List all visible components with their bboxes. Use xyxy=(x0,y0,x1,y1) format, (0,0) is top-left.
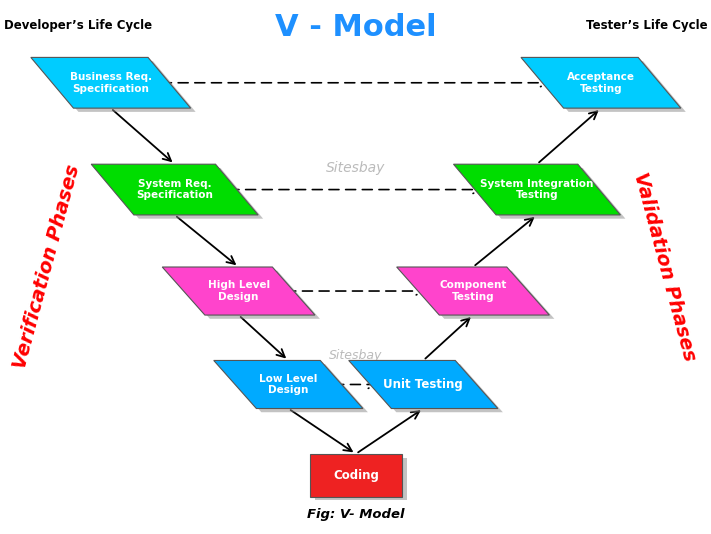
Text: Fig: V- Model: Fig: V- Model xyxy=(307,508,405,521)
Text: Business Req.
Specification: Business Req. Specification xyxy=(70,72,152,93)
Polygon shape xyxy=(96,168,263,219)
Polygon shape xyxy=(310,454,402,497)
Text: Validation Phases: Validation Phases xyxy=(631,170,699,364)
Text: System Integration
Testing: System Integration Testing xyxy=(480,179,594,200)
Polygon shape xyxy=(214,360,363,409)
Text: V - Model: V - Model xyxy=(275,13,437,42)
Text: Sitesbay: Sitesbay xyxy=(326,161,385,175)
Text: High Level
Design: High Level Design xyxy=(208,280,269,302)
Text: Sitesbay: Sitesbay xyxy=(329,349,383,362)
Text: Developer’s Life Cycle: Developer’s Life Cycle xyxy=(4,19,152,32)
Polygon shape xyxy=(91,164,258,215)
Text: Acceptance
Testing: Acceptance Testing xyxy=(567,72,635,93)
Text: Unit Testing: Unit Testing xyxy=(383,378,463,391)
Polygon shape xyxy=(31,58,191,108)
Polygon shape xyxy=(219,364,368,412)
Polygon shape xyxy=(162,267,315,315)
Text: Coding: Coding xyxy=(333,469,379,482)
Polygon shape xyxy=(36,61,196,112)
Text: Tester’s Life Cycle: Tester’s Life Cycle xyxy=(586,19,707,32)
Polygon shape xyxy=(402,271,555,319)
Text: Component
Testing: Component Testing xyxy=(439,280,507,302)
Polygon shape xyxy=(348,360,498,409)
Text: System Req.
Specification: System Req. Specification xyxy=(137,179,213,200)
Text: Verification Phases: Verification Phases xyxy=(11,163,83,371)
Polygon shape xyxy=(314,458,407,500)
Polygon shape xyxy=(454,164,621,215)
Polygon shape xyxy=(167,271,320,319)
Polygon shape xyxy=(397,267,550,315)
Polygon shape xyxy=(526,61,686,112)
Polygon shape xyxy=(459,168,626,219)
Polygon shape xyxy=(521,58,681,108)
Text: Low Level
Design: Low Level Design xyxy=(259,374,318,395)
Polygon shape xyxy=(353,364,503,412)
